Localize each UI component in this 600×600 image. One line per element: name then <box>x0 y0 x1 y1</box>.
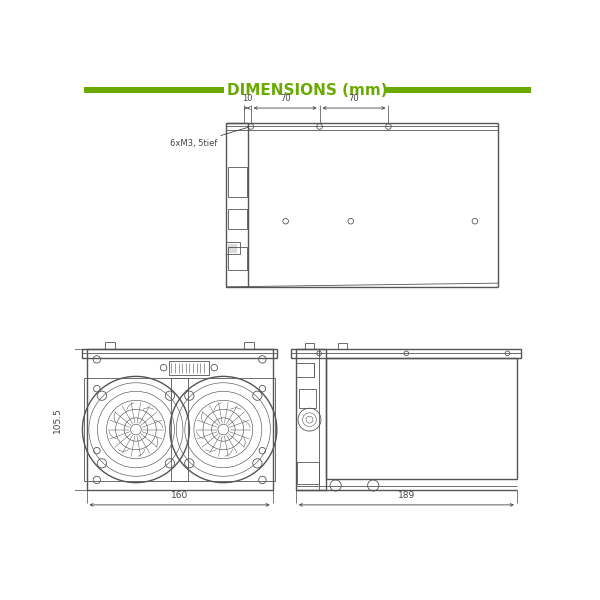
Bar <box>305 343 314 349</box>
Text: 160: 160 <box>171 491 188 500</box>
Text: 105.5: 105.5 <box>53 407 62 433</box>
Bar <box>326 358 517 479</box>
Text: 189: 189 <box>398 491 415 500</box>
Text: DIMENSIONS (mm): DIMENSIONS (mm) <box>227 83 388 98</box>
Bar <box>172 378 275 481</box>
Bar <box>291 349 521 358</box>
Bar <box>105 342 115 349</box>
Bar <box>338 343 347 349</box>
Bar <box>169 361 209 374</box>
Bar <box>298 462 319 484</box>
Text: 70: 70 <box>349 94 359 103</box>
Bar <box>244 342 254 349</box>
Bar <box>82 349 277 358</box>
Bar <box>296 349 326 490</box>
Text: 10: 10 <box>242 94 253 103</box>
Bar <box>228 209 247 229</box>
Bar <box>228 167 247 197</box>
Bar <box>86 349 272 490</box>
Bar <box>296 363 314 377</box>
Bar <box>299 389 316 409</box>
Bar <box>384 87 531 93</box>
Bar <box>84 87 224 93</box>
Bar <box>226 242 239 254</box>
Bar <box>84 378 188 481</box>
Bar <box>228 247 247 271</box>
Text: 6xM3, 5tief: 6xM3, 5tief <box>170 127 248 148</box>
Text: 70: 70 <box>280 94 290 103</box>
Bar <box>226 123 248 287</box>
